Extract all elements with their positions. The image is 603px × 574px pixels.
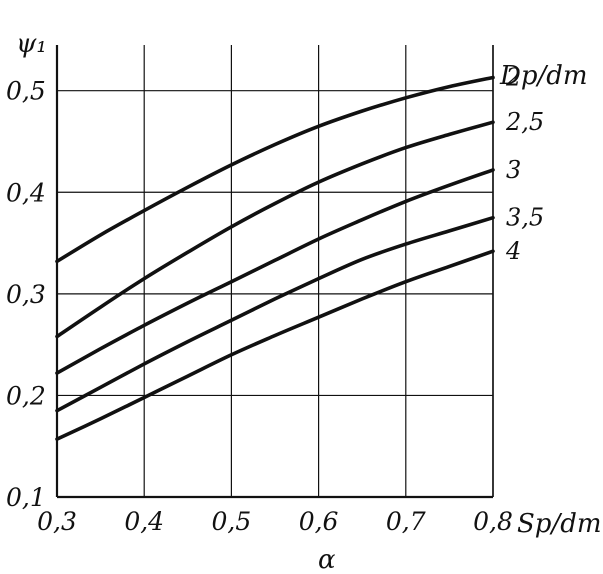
- curves: [55, 75, 495, 441]
- curve-series-1: [55, 120, 495, 339]
- x-tick-label-3: 0,6: [299, 507, 339, 536]
- curve-label-4: 4: [505, 237, 521, 265]
- curve-series-2: [55, 168, 495, 375]
- x-axis-label-bottom: α: [318, 545, 336, 574]
- x-tick-label-2: 0,5: [212, 507, 252, 536]
- x-tick-label-0: 0,3: [37, 507, 77, 536]
- curve-label-3: 3,5: [506, 204, 544, 232]
- curve-series-4: [55, 249, 495, 441]
- legend-title: Dp/dт: [499, 61, 588, 91]
- plot-frame: [55, 45, 494, 499]
- curve-label-1: 2,5: [505, 108, 544, 136]
- curve-label-2: 3: [506, 156, 521, 184]
- curve-series-0: [55, 75, 495, 264]
- y-axis-label: ψ₁: [16, 29, 47, 59]
- y-tick-label-1: 0,2: [6, 381, 46, 410]
- x-tick-label-1: 0,4: [124, 507, 164, 536]
- x-axis-label-right: Sp/dт: [517, 509, 602, 539]
- y-tick-label-3: 0,4: [6, 178, 46, 207]
- x-tick-label-5: 0,8: [473, 507, 513, 536]
- y-tick-label-0: 0,1: [6, 483, 46, 512]
- curve-labels: 2 2,5 3 3,5 4: [505, 64, 544, 266]
- grid: [56, 45, 494, 498]
- curve-series-3: [55, 215, 495, 413]
- tick-labels: 0,3 0,4 0,5 0,6 0,7 0,8 0,1 0,2 0,3 0,4 0,5: [6, 77, 513, 536]
- y-tick-label-2: 0,3: [6, 280, 46, 309]
- x-tick-label-4: 0,7: [386, 507, 426, 536]
- y-tick-label-4: 0,5: [6, 77, 46, 106]
- curve-label-0: 2: [505, 64, 521, 92]
